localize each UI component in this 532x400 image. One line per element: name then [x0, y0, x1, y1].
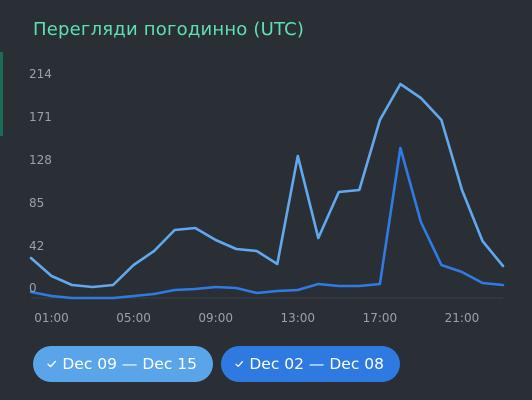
x-tick-label: 13:00 — [280, 311, 315, 325]
y-tick-label: 85 — [29, 196, 44, 210]
y-tick-label: 42 — [29, 239, 44, 253]
y-tick-label: 128 — [29, 153, 52, 167]
series-line-2[interactable] — [29, 146, 505, 300]
chart-title: Перегляди погодинно (UTC) — [33, 19, 305, 40]
check-icon — [235, 361, 244, 367]
x-tick-label: 09:00 — [198, 311, 233, 325]
x-tick-label: 05:00 — [116, 311, 151, 325]
series-layer — [29, 82, 505, 300]
y-tick-label: 0 — [29, 281, 37, 295]
accent-bar — [0, 52, 3, 136]
y-tick-label: 171 — [29, 110, 52, 124]
legend-toggle-series-1[interactable]: Dec 09 — Dec 15 — [33, 346, 213, 382]
check-icon — [47, 360, 56, 368]
legend: Dec 09 — Dec 15 Dec 02 — Dec 08 — [33, 346, 400, 382]
legend-label-series-2: Dec 02 — Dec 08 — [249, 355, 384, 373]
y-tick-label: 214 — [29, 67, 52, 81]
legend-toggle-series-2[interactable]: Dec 02 — Dec 08 — [221, 346, 400, 382]
x-tick-label: 01:00 — [34, 311, 69, 325]
x-tick-label: 21:00 — [445, 311, 480, 325]
legend-label-series-1: Dec 09 — Dec 15 — [62, 355, 197, 373]
hourly-views-chart: 0 42 85 128 171 214 01:00 05:00 09:00 13:00 17:00 2… — [29, 67, 505, 325]
series-line-1[interactable] — [29, 82, 505, 289]
x-tick-label: 17:00 — [363, 311, 398, 325]
tick-labels: 0 42 85 128 171 214 01:00 05:00 09:00 13:00 17:00 2… — [29, 67, 479, 325]
